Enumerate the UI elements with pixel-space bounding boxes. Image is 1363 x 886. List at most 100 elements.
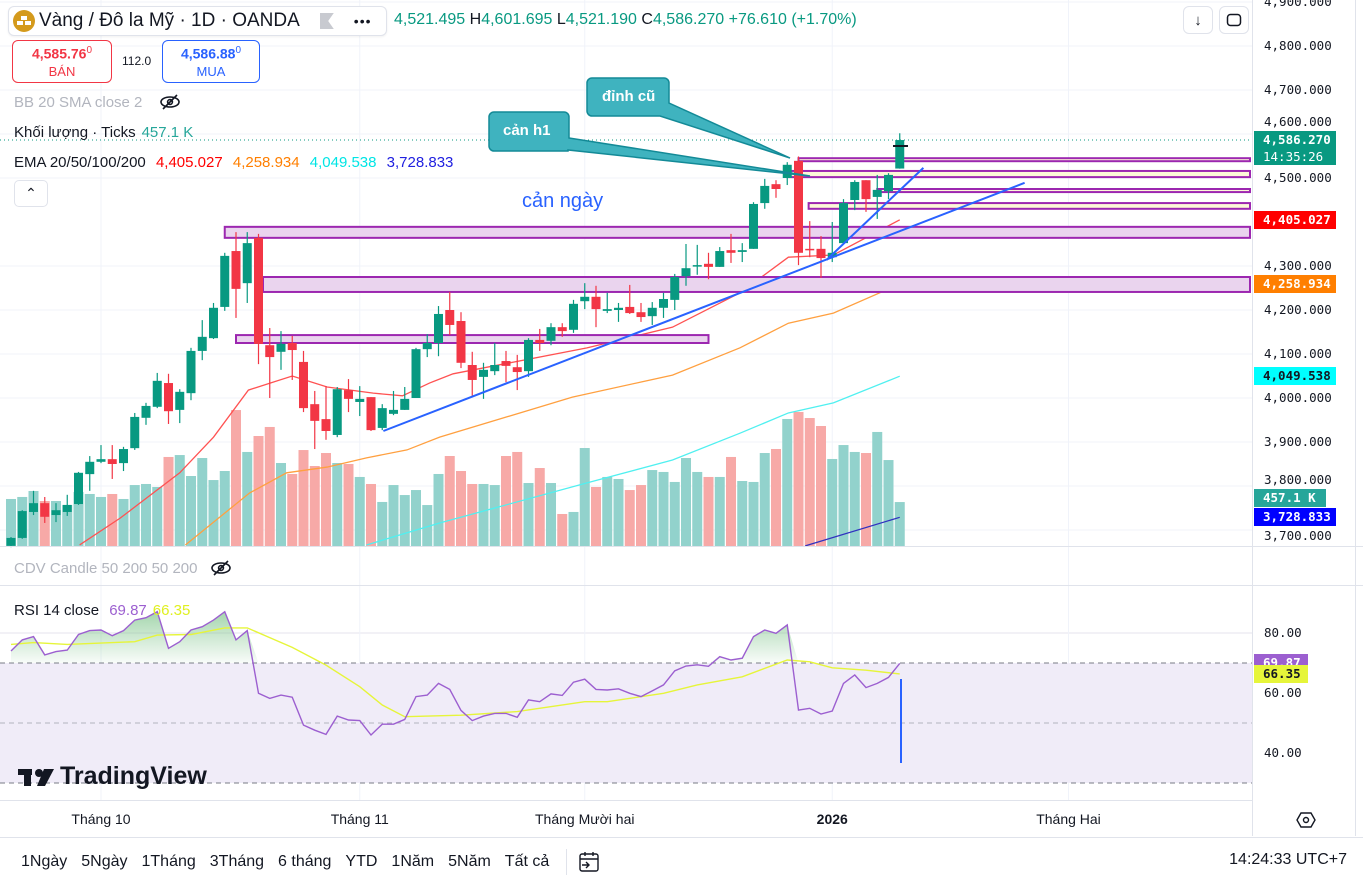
volume-bar: [714, 476, 725, 546]
resistance-zone: [807, 202, 1251, 210]
buy-button[interactable]: 4,586.880 MUA: [162, 40, 260, 83]
fullscreen-button[interactable]: [1219, 6, 1249, 34]
legend-cdv[interactable]: CDV Candle 50 200 50 200: [14, 560, 232, 577]
candle-body: [411, 349, 421, 398]
range-5y[interactable]: 5Năm: [448, 853, 491, 870]
settings-icon[interactable]: [1296, 811, 1316, 829]
callout-h1-resistance[interactable]: [488, 111, 811, 177]
price-tag[interactable]: 4,586.270 14:35:26: [1254, 131, 1336, 166]
resistance-zone: [223, 225, 1251, 239]
range-5d[interactable]: 5Ngày: [81, 853, 128, 870]
range-ytd[interactable]: YTD: [345, 853, 378, 870]
rsi-tag[interactable]: 66.35: [1254, 664, 1308, 683]
symbol-search[interactable]: Vàng / Đô la Mỹ · 1D · OANDA •••: [8, 6, 387, 36]
price-axis-label: 4,500.000: [1264, 170, 1332, 185]
legend-bb[interactable]: BB 20 SMA close 2: [14, 94, 181, 111]
eye-off-icon[interactable]: [159, 94, 181, 110]
candle-body: [726, 250, 736, 253]
candle-body: [479, 369, 488, 377]
volume-bar: [816, 426, 826, 546]
candle-body: [389, 409, 398, 414]
volume-bar: [264, 426, 275, 546]
range-3m[interactable]: 3Tháng: [209, 853, 265, 870]
volume-bar: [591, 486, 601, 546]
volume-bar: [354, 476, 365, 546]
sell-button[interactable]: 4,585.760 BÁN: [12, 40, 112, 83]
cdv-label: CDV Candle 50 200 50 200: [14, 560, 198, 577]
range-all[interactable]: Tất cả: [504, 853, 550, 870]
volume-bar: [793, 411, 804, 546]
candle-body: [231, 251, 241, 289]
range-1d[interactable]: 1Ngày: [21, 853, 68, 870]
volume-bar: [388, 485, 399, 546]
price-tag[interactable]: 457.1 K: [1254, 489, 1326, 508]
volume-bar: [343, 463, 354, 546]
volume-bar: [849, 451, 860, 546]
resistance-zone: [262, 276, 1251, 293]
volume-bar: [444, 456, 455, 546]
rsi-value: 69.87: [109, 602, 147, 619]
volume-bar: [624, 490, 635, 546]
volume-bar: [129, 485, 140, 546]
candle-body: [164, 383, 173, 412]
ask-price-sup: 0: [235, 45, 242, 56]
candle-body: [569, 303, 578, 330]
candle-body: [580, 296, 590, 302]
price-tag[interactable]: 4,258.934: [1254, 275, 1336, 294]
price-axis-label: 3,800.000: [1264, 472, 1332, 487]
volume-bar: [422, 505, 433, 546]
volume-bar: [737, 481, 748, 546]
volume-bar: [557, 513, 568, 546]
scroll-down-button[interactable]: ↓: [1183, 6, 1213, 34]
clock-timezone[interactable]: 14:24:33 UTC+7: [1229, 851, 1347, 868]
candle-body: [355, 398, 365, 402]
candle-body: [895, 140, 905, 169]
volume-bar: [647, 470, 658, 546]
callout-old-peak-text: đỉnh cũ: [602, 88, 656, 105]
volume-bar: [309, 466, 320, 546]
candle-body: [659, 299, 668, 308]
candle-body: [782, 164, 792, 178]
resistance-zone: [786, 169, 1251, 179]
volume-bar: [827, 458, 838, 546]
divider: [566, 849, 568, 875]
callout-old-peak[interactable]: [586, 77, 791, 159]
candle-body: [40, 503, 50, 517]
volume-bar: [613, 478, 624, 546]
calendar-goto-icon[interactable]: [577, 850, 601, 874]
candle-body: [287, 343, 297, 351]
tradingview-logo[interactable]: TradingView: [18, 762, 207, 791]
flag-icon[interactable]: [319, 13, 334, 29]
range-1m[interactable]: 1Tháng: [141, 853, 196, 870]
price-tag-value: 4,586.270: [1263, 132, 1331, 148]
candle-body: [85, 461, 95, 475]
range-6m[interactable]: 6 tháng: [278, 853, 332, 870]
legend-volume[interactable]: Khối lượng · Ticks 457.1 K: [14, 124, 199, 141]
legend-ema[interactable]: EMA 20/50/100/200 4,405.027 4,258.934 4,…: [14, 154, 459, 171]
collapse-legend-button[interactable]: ⌃: [14, 180, 48, 207]
volume-bar: [771, 448, 781, 546]
ema-line-ema200: [805, 516, 900, 547]
candle-body: [434, 313, 443, 343]
eye-off-icon[interactable]: [210, 560, 232, 576]
price-tag[interactable]: 4,405.027: [1254, 210, 1336, 229]
daily-resistance-label[interactable]: cản ngày: [522, 190, 604, 212]
price-tag[interactable]: 4,049.538: [1254, 367, 1336, 386]
candle-body: [265, 345, 275, 358]
volume-bar: [62, 505, 73, 546]
rsi-axis-label: 40.00: [1264, 745, 1302, 760]
volume-bar: [399, 495, 410, 546]
candle-body: [456, 321, 466, 363]
chart-canvas[interactable]: [0, 0, 1363, 836]
candles: [6, 133, 905, 548]
range-1y[interactable]: 1Năm: [391, 853, 435, 870]
volume-bar: [118, 498, 129, 546]
sell-label: BÁN: [48, 63, 76, 79]
legend-rsi[interactable]: RSI 14 close 69.87 66.35: [14, 602, 196, 619]
low-label: L: [556, 11, 566, 28]
more-icon[interactable]: •••: [353, 13, 372, 29]
candle-body: [332, 389, 342, 435]
candle-body: [6, 537, 16, 546]
price-tag[interactable]: 3,728.833: [1254, 508, 1336, 527]
volume-bar: [51, 501, 61, 546]
